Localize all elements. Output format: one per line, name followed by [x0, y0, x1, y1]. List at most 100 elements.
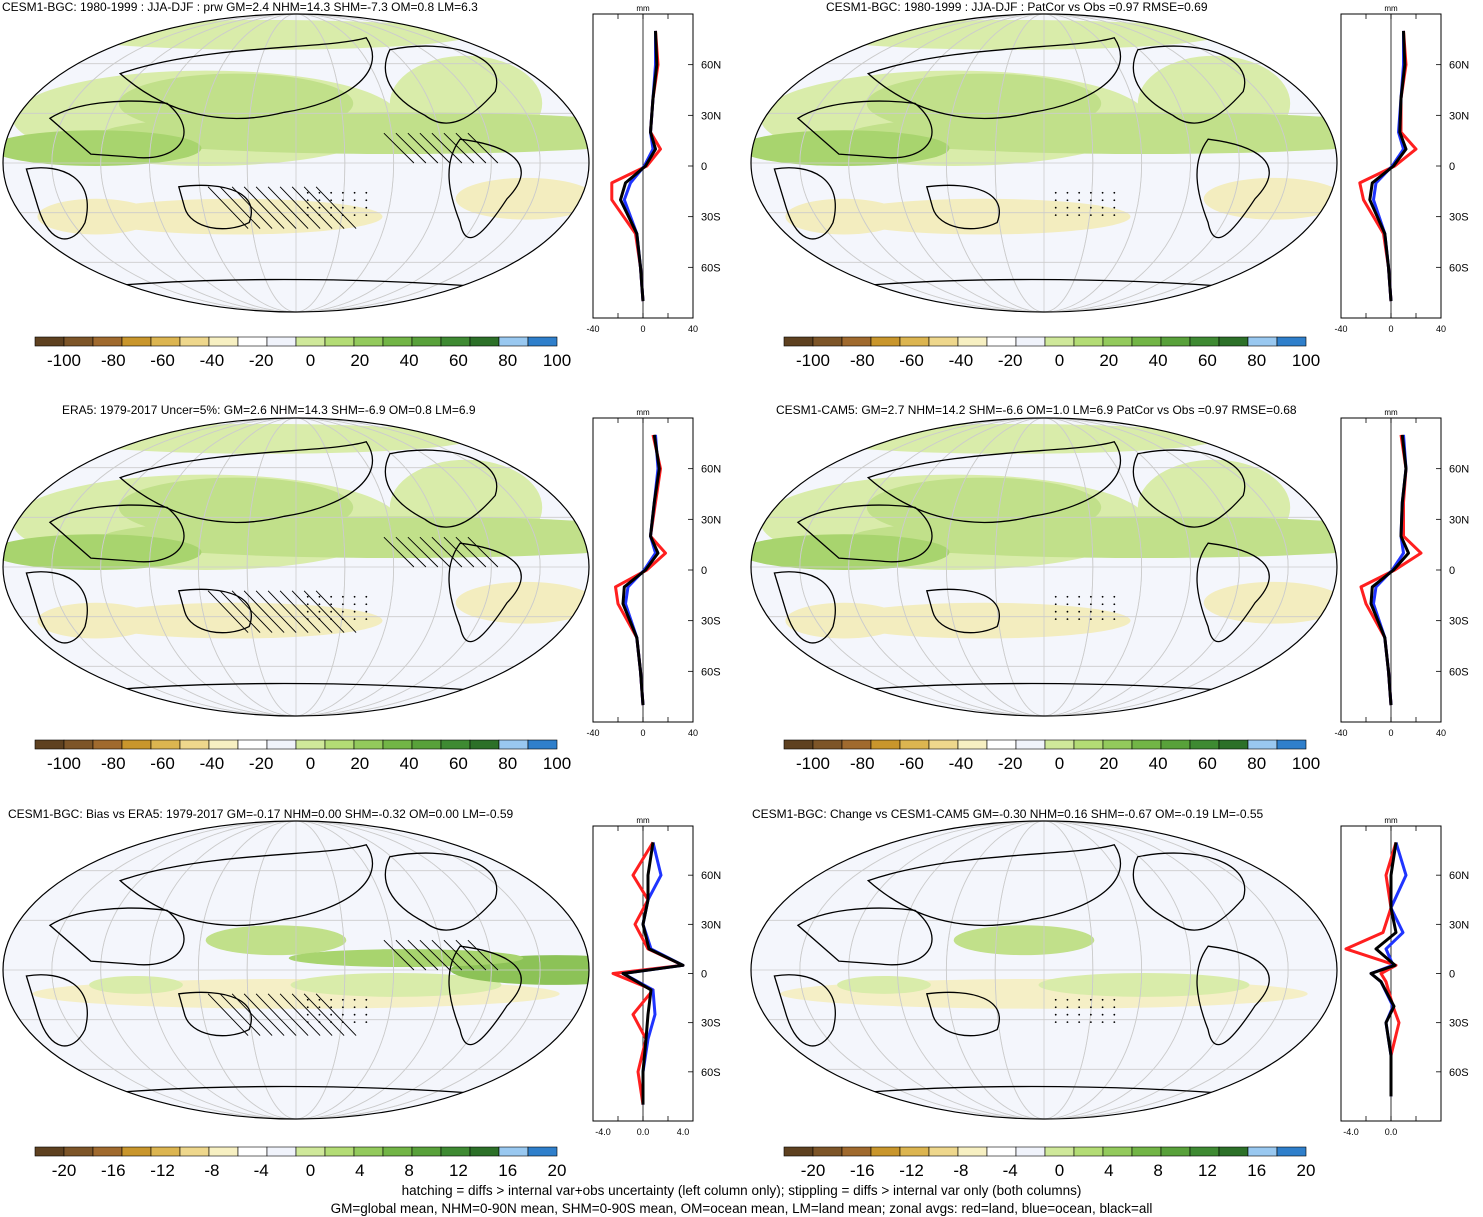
stipple-dot	[1066, 1006, 1069, 1009]
colorbar-swatch	[527, 739, 558, 750]
colorbar-label: -20	[998, 351, 1023, 370]
stipple-dot	[1078, 206, 1081, 209]
stipple-dot	[1066, 618, 1069, 621]
stipple-dot	[330, 595, 333, 598]
stipple-dot	[1066, 1013, 1069, 1016]
hatch-line	[395, 939, 427, 971]
hatch-line	[231, 590, 273, 633]
stipple-dot	[1101, 1006, 1104, 1009]
stipple-dot	[353, 1013, 356, 1016]
graticule-lon	[897, 14, 1191, 312]
map-border	[750, 417, 1338, 717]
unit-label: mm	[1384, 4, 1398, 13]
colorbar-label: 20	[1099, 754, 1118, 773]
stipple-dot	[1054, 199, 1057, 202]
stipple-dot	[341, 206, 344, 209]
colorbar: -100 -80 -60 -40 -20 0 20 40 60 80 100	[34, 739, 571, 773]
colorbar-swatch	[1015, 739, 1046, 750]
lat-label: 30N	[701, 110, 721, 122]
continent-outline	[177, 991, 252, 1037]
stipple-dot	[1054, 1021, 1057, 1024]
stippling	[306, 191, 368, 217]
map-border	[750, 13, 1338, 313]
unit-label: mm	[636, 408, 650, 417]
stipple-dot	[1078, 191, 1081, 194]
hatch-line	[467, 132, 499, 164]
field-blob	[837, 975, 931, 994]
stippling	[1054, 191, 1116, 217]
hatch-line	[419, 939, 451, 971]
stipple-dot	[1101, 206, 1104, 209]
hatch-line	[315, 590, 357, 633]
colorbar-label: 100	[1292, 754, 1320, 773]
colorbar-label: 0	[306, 754, 315, 773]
stipple-dot	[353, 610, 356, 613]
colorbar-label: -60	[150, 351, 175, 370]
graticule-lon	[100, 14, 492, 312]
colorbar: -100 -80 -60 -40 -20 0 20 40 60 80 100	[783, 336, 1320, 370]
colorbar-label: 4	[1104, 1161, 1113, 1180]
colorbar-label: 16	[498, 1161, 517, 1180]
colorbar-swatch	[1189, 336, 1220, 347]
stipple-dot	[1066, 214, 1069, 217]
field-blob	[1203, 177, 1337, 220]
stipple-dot	[318, 1021, 321, 1024]
graticule-lon	[799, 821, 1289, 1119]
lat-label: 30N	[1449, 110, 1469, 122]
colorbar-swatch	[34, 336, 65, 347]
colorbar-swatch	[812, 1146, 843, 1157]
lat-label: 30S	[1449, 1018, 1469, 1030]
continent-outline	[25, 571, 88, 644]
stipple-dot	[306, 1013, 309, 1016]
panel-title: CESM1-CAM5: GM=2.7 NHM=14.2 SHM=-6.6 OM=…	[776, 403, 1297, 417]
continent-outline	[1132, 45, 1246, 124]
hatch-line	[431, 132, 463, 164]
colorbar-swatch	[469, 1146, 500, 1157]
colorbar-swatch	[783, 336, 814, 347]
colorbar-swatch	[1015, 336, 1046, 347]
colorbar-swatch	[382, 1146, 413, 1157]
continent-outline	[25, 974, 88, 1047]
hatch-line	[207, 993, 249, 1036]
stipple-dot	[1054, 595, 1057, 598]
stipple-dot	[1101, 199, 1104, 202]
stipple-dot	[330, 191, 333, 194]
colorbar-label: -40	[949, 351, 974, 370]
colorbar-swatch	[1276, 1146, 1307, 1157]
stipple-dot	[1066, 199, 1069, 202]
lat-label: 0	[701, 161, 707, 173]
colorbar-swatch	[179, 336, 210, 347]
hatch-line	[207, 186, 249, 229]
stipple-dot	[1054, 191, 1057, 194]
stipple-dot	[341, 199, 344, 202]
stipple-dot	[365, 595, 368, 598]
colorbar-label: 80	[498, 351, 517, 370]
hatching	[207, 939, 499, 1036]
colorbar-label: 80	[498, 754, 517, 773]
stipple-dot	[365, 206, 368, 209]
hatch-line	[219, 993, 261, 1036]
hatch-line	[443, 536, 475, 568]
colorbar-swatch	[266, 739, 297, 750]
continent-outline	[1132, 852, 1246, 931]
colorbar-swatch	[527, 336, 558, 347]
colorbar-swatch	[1102, 336, 1133, 347]
graticule-lon	[848, 418, 1240, 716]
stipple-dot	[330, 1006, 333, 1009]
colorbar-swatch	[1073, 739, 1104, 750]
stipple-dot	[1089, 214, 1092, 217]
colorbar-label: -40	[949, 754, 974, 773]
hatch-line	[395, 132, 427, 164]
colorbar-swatch	[1247, 739, 1278, 750]
hatch-line	[303, 186, 345, 229]
colorbar-swatch	[237, 1146, 268, 1157]
stipple-dot	[1078, 595, 1081, 598]
colorbar-label: 0	[1055, 351, 1064, 370]
colorbar-label: -4	[1003, 1161, 1018, 1180]
hatch-line	[315, 186, 357, 229]
stipple-dot	[1054, 1006, 1057, 1009]
stipple-dot	[306, 199, 309, 202]
colorbar-swatch	[150, 739, 181, 750]
map-border	[2, 417, 590, 717]
graticule-lon	[994, 14, 1094, 312]
